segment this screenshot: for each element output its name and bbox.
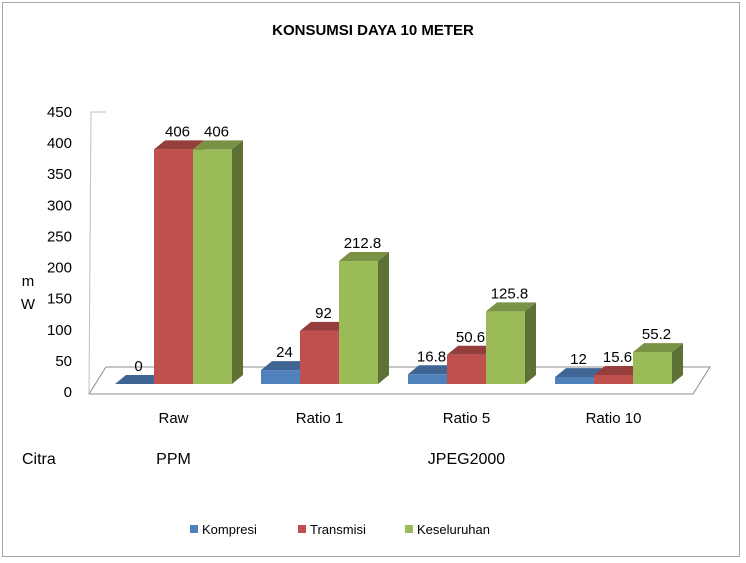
legend-swatch: [298, 525, 306, 533]
y-tick-label: 200: [47, 260, 72, 277]
bar-top: [193, 140, 243, 150]
y-tick-label: 100: [47, 322, 72, 339]
bar-front: [555, 377, 594, 384]
y-axis-label-line2: W: [21, 296, 36, 313]
legend: Kompresi Transmisi Keseluruhan: [190, 522, 490, 537]
category-label: Raw: [158, 410, 188, 427]
data-label: 55.2: [642, 326, 671, 343]
bar-front: [486, 311, 525, 384]
bar-front: [447, 354, 486, 384]
bar-front: [154, 149, 193, 384]
bar-front: [261, 370, 300, 384]
chart-title: KONSUMSI DAYA 10 METER: [272, 22, 474, 39]
bar-kompresi-raw: [115, 375, 165, 384]
data-label: 406: [204, 123, 229, 140]
data-label: 24: [276, 344, 293, 361]
bar-top: [339, 252, 389, 262]
data-label: 15.6: [603, 349, 632, 366]
category-group-label: JPEG2000: [428, 451, 505, 468]
back-wall-edge: [88, 111, 106, 395]
bar-front: [594, 374, 633, 384]
data-labels: 0 406 406 24 92 212.8 16.8 50.6 125.8 12 15.6 55.2: [134, 123, 671, 375]
data-label: 92: [315, 305, 332, 322]
floor-plane: [88, 366, 711, 395]
bar-series: [115, 140, 683, 384]
x-axis-label: Citra: [22, 451, 56, 468]
legend-swatch: [190, 525, 198, 533]
bar-side: [672, 343, 683, 384]
legend-item-transmisi: Transmisi: [298, 522, 366, 537]
legend-item-keseluruhan: Keseluruhan: [405, 522, 490, 537]
bar-front: [300, 330, 339, 384]
bar-front: [339, 261, 378, 384]
legend-label: Transmisi: [310, 522, 366, 537]
bar-front: [408, 374, 447, 384]
data-label: 12: [570, 351, 587, 368]
bar-side: [378, 252, 389, 384]
y-tick-label: 250: [47, 228, 72, 245]
data-label: 50.6: [456, 329, 485, 346]
category-label: Ratio 5: [443, 410, 491, 427]
y-tick-label: 400: [47, 135, 72, 152]
bar-top: [486, 302, 536, 312]
y-tick-label: 450: [47, 104, 72, 121]
bar-keseluruhan-ratio-10: [633, 343, 683, 384]
data-label: 125.8: [491, 285, 529, 302]
data-label: 406: [165, 123, 190, 140]
category-group-label: PPM: [156, 451, 191, 468]
y-tick-label: 0: [64, 384, 72, 401]
category-group-labels: PPM JPEG2000: [156, 451, 505, 468]
bar-top: [447, 345, 497, 355]
category-label: Ratio 1: [296, 410, 344, 427]
category-label: Ratio 10: [586, 410, 642, 427]
bar-top: [300, 321, 350, 331]
bar-top: [115, 375, 165, 384]
bar-keseluruhan-ratio-1: [339, 252, 389, 384]
category-labels: Raw Ratio 1 Ratio 5 Ratio 10: [158, 410, 641, 427]
data-label: 16.8: [417, 348, 446, 365]
data-label: 0: [134, 358, 142, 375]
legend-label: Keseluruhan: [417, 522, 490, 537]
bar-keseluruhan-ratio-5: [486, 302, 536, 384]
bar-top: [633, 343, 683, 353]
legend-item-kompresi: Kompresi: [190, 522, 257, 537]
legend-swatch: [405, 525, 413, 533]
bar-side: [525, 302, 536, 384]
bar-top: [408, 365, 458, 375]
legend-label: Kompresi: [202, 522, 257, 537]
bar-top: [555, 368, 605, 378]
chart-floor: [88, 111, 711, 395]
y-tick-label: 50: [55, 353, 72, 370]
bar-side: [232, 140, 243, 384]
bar-top: [594, 365, 644, 375]
bar-top: [261, 361, 311, 371]
bar-front: [193, 149, 232, 384]
y-tick-label: 300: [47, 197, 72, 214]
y-tick-label: 150: [47, 291, 72, 308]
y-axis-ticks: 0 50 100 150 200 250 300 350 400 450: [47, 104, 72, 401]
bar-front: [633, 352, 672, 384]
data-label: 212.8: [344, 235, 382, 252]
y-axis-label-line1: m: [22, 273, 35, 290]
bar-top: [154, 140, 204, 150]
y-tick-label: 350: [47, 166, 72, 183]
bar-keseluruhan-raw: [193, 140, 243, 384]
